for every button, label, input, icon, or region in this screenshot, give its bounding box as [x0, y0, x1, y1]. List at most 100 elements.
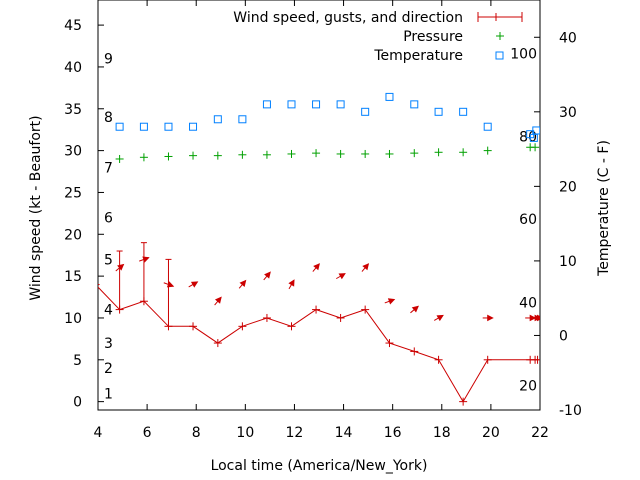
left-y-axis-label: Wind speed (kt - Beaufort)	[28, 115, 44, 300]
pressure-point	[312, 149, 321, 158]
pressure-point	[287, 149, 296, 158]
wind-direction-arrow	[336, 273, 346, 280]
beaufort-label: 7	[104, 160, 113, 176]
wind-series	[98, 242, 540, 406]
temperature-point	[361, 107, 370, 116]
pressure-point	[483, 146, 492, 155]
left-y-tick-label: 10	[64, 311, 82, 327]
x-tick-label: 18	[433, 425, 451, 441]
temperature-point	[312, 100, 321, 109]
temperature-point	[213, 115, 222, 124]
wind-speed-point	[434, 355, 443, 364]
left-y-tick-label: 25	[64, 185, 82, 201]
beaufort-label: 5	[104, 252, 113, 268]
temperature-point	[262, 100, 271, 109]
pressure-point	[434, 148, 443, 157]
pressure-point	[115, 154, 124, 163]
left-y-tick-label: 35	[64, 102, 82, 118]
right-y-tick-label: 10	[559, 254, 577, 270]
wind-direction-arrow	[482, 314, 494, 322]
left-y-tick-label: 45	[64, 18, 82, 34]
pressure-point	[361, 149, 370, 158]
legend-pressure-swatch	[496, 32, 504, 40]
left-y-tick-label: 40	[64, 60, 82, 76]
wind-direction-arrow	[434, 314, 444, 322]
pressure-series	[115, 143, 540, 163]
x-tick-label: 6	[143, 425, 152, 441]
wind-speed-point	[533, 355, 540, 364]
wind-gust-bar	[140, 242, 147, 302]
fahrenheit-label: 40	[519, 296, 537, 312]
wind-direction-arrow	[263, 271, 271, 281]
x-axis-label: Local time (America/New_York)	[211, 458, 428, 474]
wind-speed-point	[361, 305, 370, 314]
wind-speed-point	[213, 339, 222, 348]
wind-direction-arrow	[238, 279, 247, 289]
legend-temperature-label: Temperature	[373, 48, 463, 64]
wind-speed-point	[385, 339, 394, 348]
temperature-point	[189, 122, 198, 131]
pressure-point	[336, 149, 345, 158]
x-tick-label: 10	[236, 425, 254, 441]
legend: Wind speed, gusts, and direction Pressur…	[233, 10, 523, 64]
pressure-point	[410, 149, 419, 158]
temperature-point	[410, 100, 419, 109]
right-y-tick-label: 30	[559, 105, 577, 121]
wind-speed-point	[262, 313, 271, 322]
right-y-tick-label: 20	[559, 179, 577, 195]
plot-frame	[97, 0, 541, 411]
temperature-point	[434, 107, 443, 116]
beaufort-label: 1	[104, 386, 113, 402]
temperature-series	[115, 92, 540, 142]
series-layer	[98, 92, 540, 406]
x-tick-label: 22	[531, 425, 549, 441]
wind-direction-arrow	[312, 263, 320, 272]
pressure-point	[262, 150, 271, 159]
wind-speed-point	[287, 322, 296, 331]
wind-speed-point	[459, 397, 468, 406]
wind-speed-point	[312, 305, 321, 314]
wind-direction-arrow	[188, 281, 199, 288]
fahrenheit-label: 20	[519, 378, 537, 394]
temperature-point	[532, 126, 540, 135]
x-axis: 4 6 8 10 12 14 16 18 20 22	[94, 0, 549, 441]
left-y-tick-label: 15	[64, 269, 82, 285]
x-tick-label: 4	[94, 425, 103, 441]
left-y-tick-label: 20	[64, 227, 82, 243]
pressure-point	[213, 151, 222, 160]
wind-gust-bar	[165, 258, 172, 327]
right-y-tick-label: 0	[559, 328, 568, 344]
pressure-point	[238, 150, 247, 159]
x-tick-label: 12	[286, 425, 304, 441]
beaufort-label: 6	[104, 211, 113, 227]
wind-speed-point	[238, 322, 247, 331]
beaufort-label: 2	[104, 361, 113, 377]
left-y-tick-label: 30	[64, 144, 82, 160]
pressure-point	[459, 148, 468, 157]
x-tick-label: 14	[335, 425, 353, 441]
fahrenheit-label: 60	[519, 212, 537, 228]
wind-direction-arrow	[115, 263, 125, 272]
wind-direction-arrow	[139, 256, 150, 263]
pressure-point	[139, 153, 148, 162]
legend-wind-label: Wind speed, gusts, and direction	[233, 10, 463, 26]
right-y-tick-label: -10	[559, 403, 582, 419]
wind-speed-point	[98, 283, 100, 285]
beaufort-label: 3	[104, 336, 113, 352]
beaufort-labels: 1 2 3 4 5 6 7 8 9	[104, 52, 113, 403]
right-y-tick-label: 40	[559, 30, 577, 46]
temperature-point	[483, 122, 492, 131]
legend-pressure-label: Pressure	[403, 29, 463, 45]
wind-speed-point	[483, 355, 492, 364]
x-tick-label: 16	[384, 425, 402, 441]
temperature-point	[459, 107, 468, 116]
temperature-point	[115, 122, 124, 131]
wind-direction-arrow	[214, 296, 222, 306]
fahrenheit-label: 100	[510, 47, 537, 63]
wind-speed-line	[98, 286, 538, 403]
beaufort-label: 4	[104, 303, 113, 319]
wind-direction-arrow	[384, 298, 396, 305]
wind-direction-arrow	[163, 281, 175, 288]
wind-speed-point	[336, 313, 345, 322]
left-y-tick-label: 5	[73, 353, 82, 369]
